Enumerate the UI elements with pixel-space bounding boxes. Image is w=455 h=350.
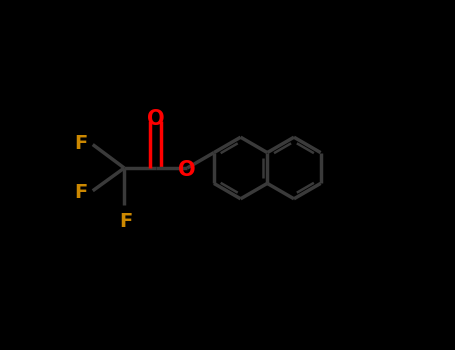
Text: F: F <box>119 212 132 231</box>
Text: O: O <box>147 109 165 129</box>
Text: F: F <box>74 183 87 202</box>
Text: O: O <box>178 160 196 180</box>
Text: F: F <box>74 134 87 153</box>
